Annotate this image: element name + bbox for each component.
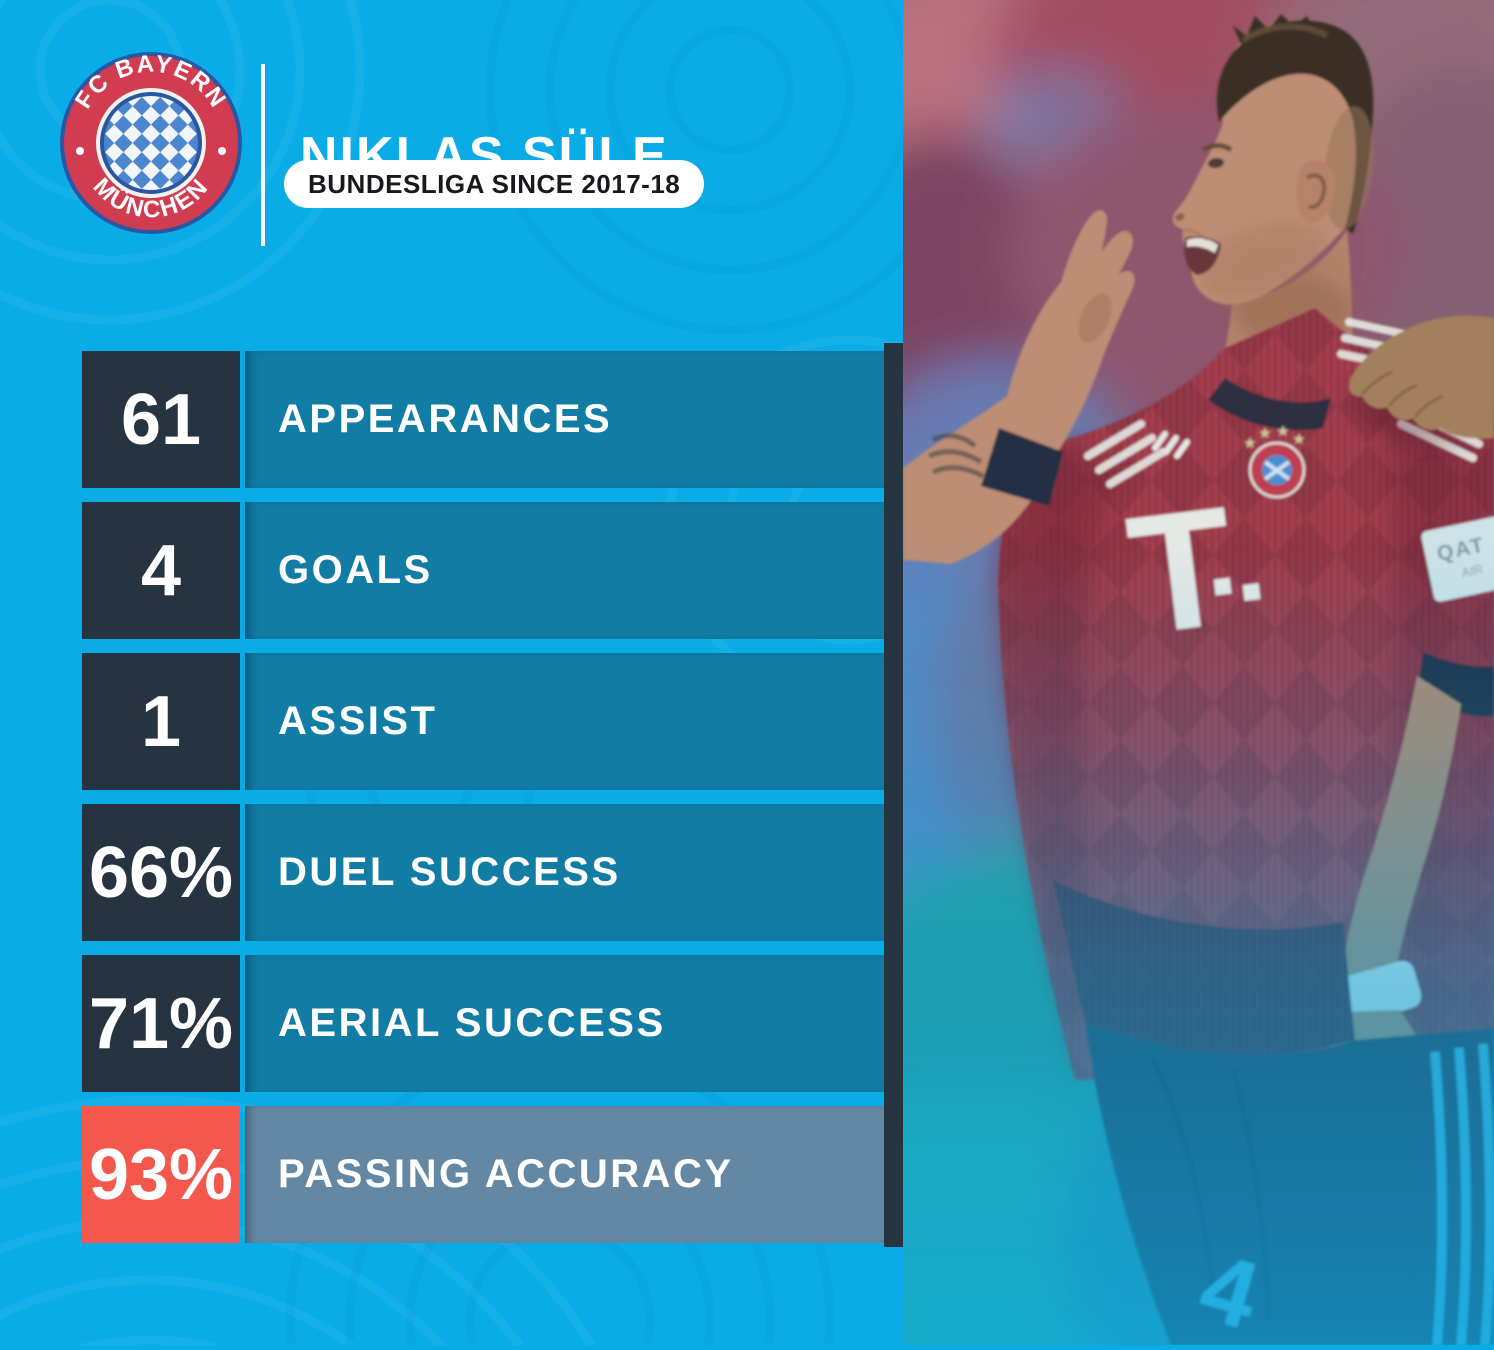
stat-bar: ASSIST (245, 653, 884, 790)
subtitle-badge: BUNDESLIGA SINCE 2017-18 (284, 160, 705, 208)
stat-value: 1 (82, 653, 240, 790)
stat-bar: APPEARANCES (245, 351, 884, 488)
stat-row-passing-accuracy: 93% PASSING ACCURACY (82, 1106, 884, 1243)
stat-row-duel-success: 66% DUEL SUCCESS (82, 804, 884, 941)
stat-label: APPEARANCES (278, 397, 613, 441)
stat-label: DUEL SUCCESS (278, 850, 621, 894)
stat-row-appearances: 61 APPEARANCES (82, 351, 884, 488)
club-crest-logo: FC BAYERN MÜNCHEN (58, 50, 244, 236)
stat-row-aerial-success: 71% AERIAL SUCCESS (82, 955, 884, 1092)
stat-bar: AERIAL SUCCESS (245, 955, 884, 1092)
stat-bar: DUEL SUCCESS (245, 804, 884, 941)
stat-bar-highlight: PASSING ACCURACY (245, 1106, 884, 1243)
stat-label: GOALS (278, 548, 433, 592)
duotone-overlay (903, 0, 1494, 1345)
crest-dot-left (76, 147, 84, 155)
stat-label: PASSING ACCURACY (278, 1152, 734, 1196)
stat-value-highlight: 93% (82, 1106, 240, 1243)
player-photo: ★ ★ ★ ★ T QAT AIR (723, 0, 1494, 1350)
stat-value: 71% (82, 955, 240, 1092)
header-divider (261, 64, 265, 246)
stat-value: 4 (82, 502, 240, 639)
stat-row-goals: 4 GOALS (82, 502, 884, 639)
crest-dot-right (218, 147, 226, 155)
stat-row-assist: 1 ASSIST (82, 653, 884, 790)
crest-diamond-center (100, 92, 202, 194)
stats-panel: 61 APPEARANCES 4 GOALS 1 ASSIST 66% DUEL… (82, 351, 884, 1257)
stat-value: 66% (82, 804, 240, 941)
stat-value: 61 (82, 351, 240, 488)
stat-label: ASSIST (278, 699, 438, 743)
stat-label: AERIAL SUCCESS (278, 1001, 666, 1045)
stat-bar: GOALS (245, 502, 884, 639)
